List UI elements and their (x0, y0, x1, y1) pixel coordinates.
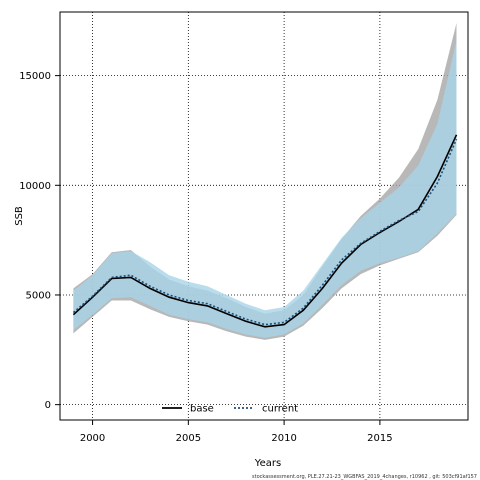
legend: base current (162, 404, 298, 415)
axis-ticks: 2000 2005 2010 2015 0 5000 10000 15000 (19, 71, 392, 444)
y-tick-label-0: 0 (45, 400, 51, 411)
confidence-bands (73, 23, 457, 340)
legend-label-current: current (262, 404, 298, 415)
legend-label-base: base (190, 404, 214, 415)
line-base (72, 134, 458, 328)
y-tick-label-15000: 15000 (19, 71, 51, 82)
x-tick-label-2000: 2000 (80, 433, 105, 444)
y-axis-title: SSB (14, 206, 25, 226)
y-tick-label-10000: 10000 (19, 181, 51, 192)
band-current (73, 40, 457, 338)
x-tick-label-2005: 2005 (176, 433, 201, 444)
series-lines (72, 134, 458, 328)
x-tick-label-2015: 2015 (367, 433, 392, 444)
y-tick-label-5000: 5000 (26, 290, 51, 301)
x-tick-label-2010: 2010 (271, 433, 296, 444)
plot-frame (59, 11, 469, 421)
x-axis-title: Years (254, 458, 281, 469)
footer-text: stockassessment.org, PLE.27.21-23_WGBFAS… (252, 474, 477, 480)
